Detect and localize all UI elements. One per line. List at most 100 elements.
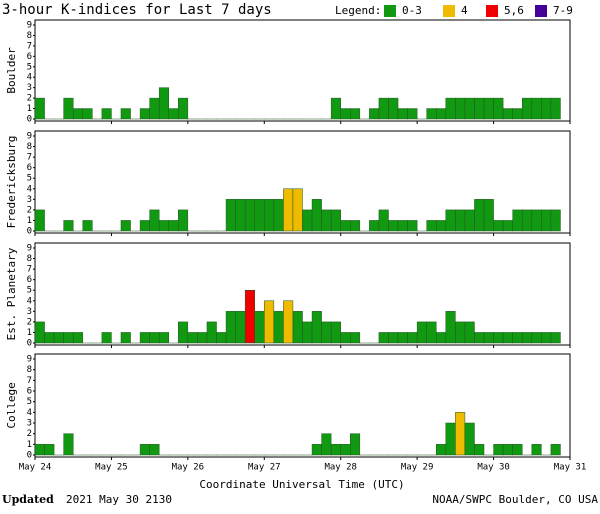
bar xyxy=(274,311,284,343)
bar xyxy=(121,220,131,231)
x-tick-label: May 27 xyxy=(248,463,281,473)
y-tick-label: 7 xyxy=(27,265,32,275)
y-axis-title: College xyxy=(5,382,18,428)
bar xyxy=(455,322,465,343)
bar xyxy=(379,98,389,119)
bar xyxy=(245,199,255,231)
bar xyxy=(207,322,217,343)
y-tick-label: 4 xyxy=(27,296,32,306)
y-tick-label: 6 xyxy=(27,163,32,173)
x-tick-label: May 28 xyxy=(324,463,357,473)
bar xyxy=(474,199,484,231)
bar xyxy=(436,220,446,231)
bar xyxy=(408,332,418,343)
bar xyxy=(398,332,408,343)
bar xyxy=(64,98,74,119)
bar xyxy=(197,332,207,343)
bar xyxy=(169,220,179,231)
legend-label: 7-9 xyxy=(553,4,573,17)
bar xyxy=(474,444,484,455)
legend-title: Legend: xyxy=(335,4,381,17)
bar xyxy=(264,199,274,231)
y-tick-label: 4 xyxy=(27,408,32,418)
bar xyxy=(551,444,561,455)
y-tick-label: 8 xyxy=(27,142,32,152)
bar xyxy=(455,210,465,231)
bar xyxy=(245,290,255,343)
bar xyxy=(551,98,561,119)
bar xyxy=(150,332,160,343)
bar xyxy=(150,444,160,455)
bar xyxy=(522,210,532,231)
bar xyxy=(465,322,475,343)
y-tick-label: 1 xyxy=(27,328,32,338)
bar xyxy=(417,322,427,343)
bar xyxy=(541,98,551,119)
bar xyxy=(350,332,360,343)
bar xyxy=(293,189,303,231)
y-tick-label: 4 xyxy=(27,73,32,83)
bar xyxy=(503,444,513,455)
bar xyxy=(398,220,408,231)
y-axis-title: Est. Planetary xyxy=(5,247,18,340)
y-tick-label: 7 xyxy=(27,153,32,163)
bar xyxy=(150,98,160,119)
bar xyxy=(455,412,465,455)
legend-label: 4 xyxy=(461,4,468,17)
updated-label: Updated xyxy=(2,493,54,506)
y-tick-label: 7 xyxy=(27,376,32,386)
bar xyxy=(484,98,494,119)
bar xyxy=(379,210,389,231)
bar xyxy=(436,444,446,455)
x-tick-label: May 25 xyxy=(95,463,128,473)
bar xyxy=(465,210,475,231)
x-tick-label: May 31 xyxy=(554,463,587,473)
chart-title: 3-hour K-indices for Last 7 days xyxy=(2,2,272,18)
bar xyxy=(236,311,246,343)
bar xyxy=(513,210,523,231)
y-tick-label: 2 xyxy=(27,94,32,104)
bar xyxy=(532,210,542,231)
bar xyxy=(446,210,456,231)
y-tick-label: 9 xyxy=(27,132,32,142)
y-tick-label: 1 xyxy=(27,216,32,226)
bar xyxy=(45,332,55,343)
y-tick-label: 2 xyxy=(27,205,32,215)
y-axis-title: Boulder xyxy=(5,47,18,94)
bar xyxy=(551,210,561,231)
bar xyxy=(255,311,265,343)
bar xyxy=(178,98,188,119)
bar xyxy=(178,210,188,231)
bar xyxy=(64,332,74,343)
y-tick-label: 8 xyxy=(27,31,32,41)
bar xyxy=(494,332,504,343)
y-tick-label: 6 xyxy=(27,275,32,285)
bar xyxy=(83,220,93,231)
bar xyxy=(446,98,456,119)
bar xyxy=(350,220,360,231)
y-tick-label: 3 xyxy=(27,83,32,93)
legend-swatch xyxy=(443,5,455,17)
bar xyxy=(73,332,83,343)
bar xyxy=(140,109,150,119)
legend-swatch xyxy=(486,5,498,17)
panel-frame xyxy=(35,354,570,457)
bar xyxy=(369,109,379,119)
bar xyxy=(474,98,484,119)
bar xyxy=(484,332,494,343)
bar xyxy=(388,98,398,119)
bar xyxy=(322,322,332,343)
y-tick-label: 1 xyxy=(27,440,32,450)
legend-swatch xyxy=(535,5,547,17)
y-tick-label: 9 xyxy=(27,244,32,254)
bar xyxy=(503,332,513,343)
bar xyxy=(350,109,360,119)
bar xyxy=(159,88,169,119)
y-tick-label: 6 xyxy=(27,52,32,62)
y-tick-label: 2 xyxy=(27,317,32,327)
bar xyxy=(446,311,456,343)
bar xyxy=(178,322,188,343)
bar xyxy=(427,220,437,231)
bar xyxy=(532,332,542,343)
